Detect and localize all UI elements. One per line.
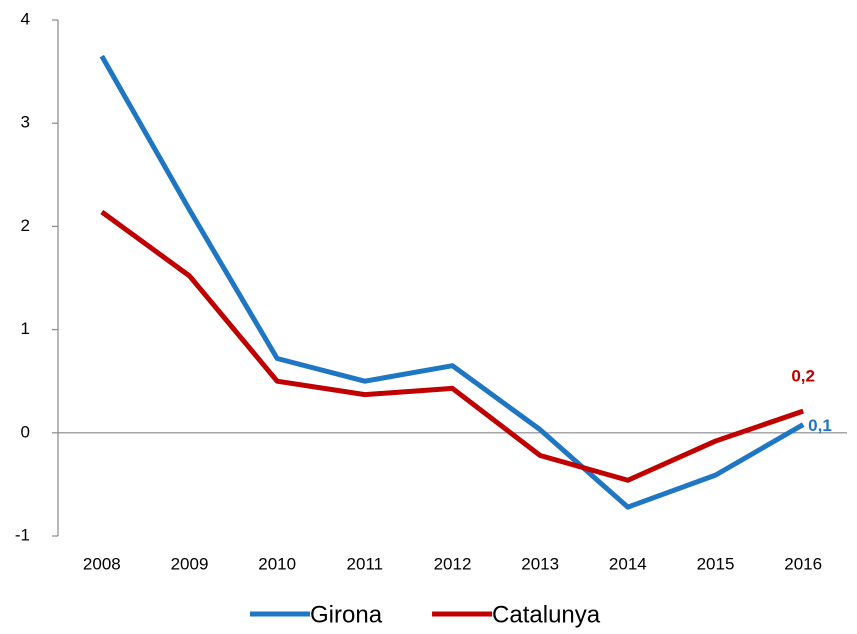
- x-tick-label: 2015: [697, 554, 735, 573]
- x-tick-label: 2012: [434, 554, 472, 573]
- y-tick-label: -1: [15, 525, 30, 544]
- y-tick-label: 2: [21, 216, 30, 235]
- data-label: 0,2: [791, 367, 815, 386]
- line-series: [99, 54, 805, 510]
- x-tick-label: 2008: [83, 554, 121, 573]
- y-tick-label: 0: [21, 422, 30, 441]
- legend-label: Girona: [310, 601, 383, 628]
- line-series: [100, 209, 804, 483]
- x-tick-label: 2011: [347, 554, 384, 573]
- x-tick-label: 2010: [258, 554, 296, 573]
- x-tick-label: 2009: [171, 554, 209, 573]
- x-tick-label: 2013: [521, 554, 559, 573]
- data-label: 0,1: [808, 416, 832, 435]
- y-tick-label: 3: [21, 113, 30, 132]
- y-tick-label: 4: [21, 9, 30, 28]
- x-tick-label: 2016: [784, 554, 822, 573]
- legend-label: Catalunya: [492, 601, 601, 628]
- y-tick-label: 1: [21, 319, 30, 338]
- x-tick-label: 2014: [609, 554, 647, 573]
